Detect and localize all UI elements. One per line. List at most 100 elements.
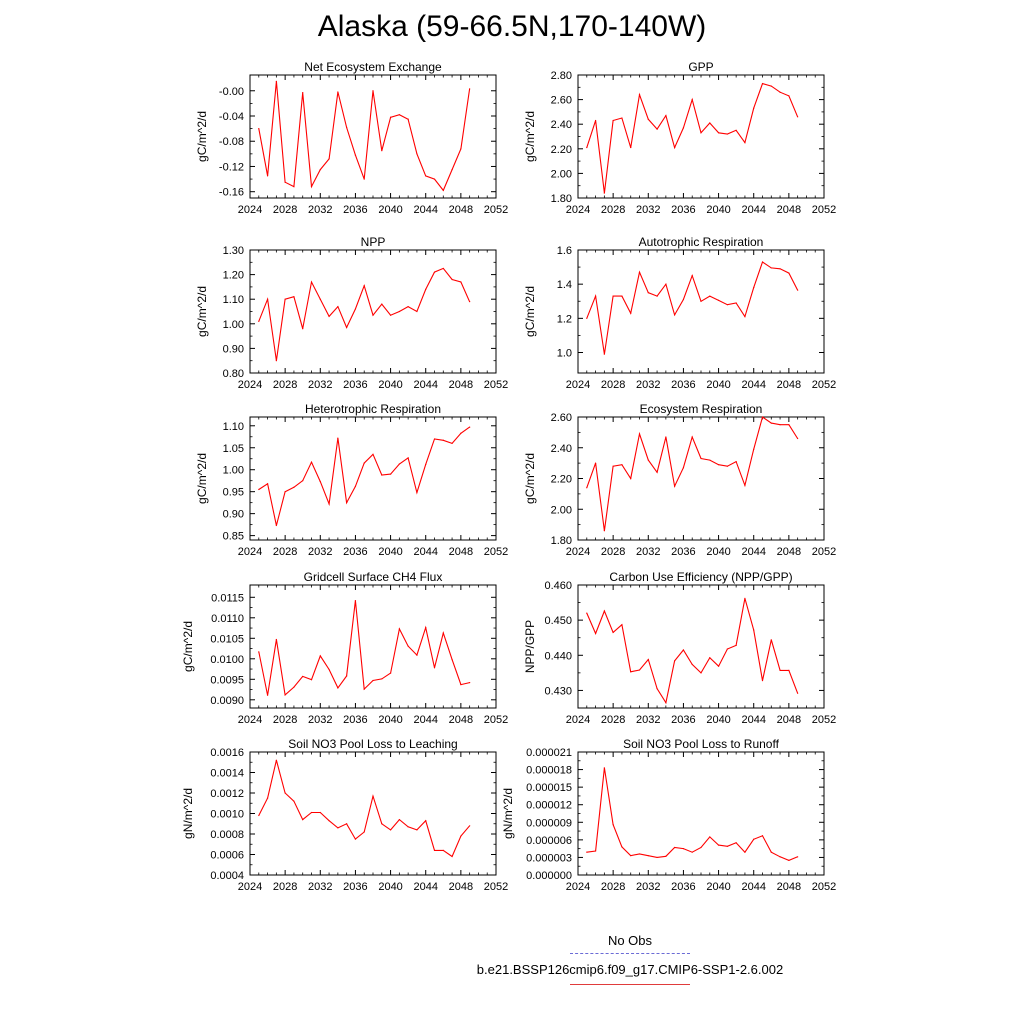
data-point bbox=[656, 856, 658, 859]
y-tick-label: 0.000000 bbox=[526, 870, 572, 882]
y-axis-label: gC/m^2/d bbox=[181, 621, 195, 672]
data-point bbox=[302, 328, 304, 330]
x-tick-label: 2040 bbox=[378, 714, 402, 726]
data-point bbox=[328, 668, 330, 671]
x-tick-label: 2040 bbox=[378, 546, 402, 558]
y-axis-label: gC/m^2/d bbox=[523, 453, 537, 504]
plot-frame bbox=[577, 74, 825, 199]
data-point bbox=[372, 795, 374, 797]
x-tick-label: 2032 bbox=[308, 379, 332, 391]
y-tick-label: 0.85 bbox=[223, 531, 244, 543]
data-point bbox=[788, 859, 790, 861]
data-point bbox=[682, 298, 685, 301]
plot-frame bbox=[577, 249, 825, 374]
chart-panel-2: GPP 2024 2028 2032 2036 2040 2044 2048 2052 1.80 2… bbox=[523, 60, 836, 216]
data-point bbox=[346, 823, 348, 825]
x-tick-label: 2040 bbox=[706, 714, 730, 726]
data-point bbox=[460, 281, 462, 283]
data-point bbox=[691, 275, 693, 277]
data-point bbox=[284, 491, 286, 493]
data-point bbox=[310, 811, 313, 814]
data-point bbox=[407, 645, 409, 647]
y-tick-label: 0.000006 bbox=[526, 835, 572, 847]
data-point bbox=[717, 844, 720, 846]
data-point bbox=[398, 628, 400, 630]
legend-model-line bbox=[570, 984, 690, 985]
x-tick-label: 2028 bbox=[601, 881, 625, 893]
y-tick-label: 1.00 bbox=[223, 465, 244, 477]
y-tick-label: 0.0095 bbox=[210, 674, 244, 686]
y-tick-label: 0.000015 bbox=[526, 782, 572, 794]
x-tick-label: 2036 bbox=[343, 714, 367, 726]
data-point bbox=[674, 314, 676, 316]
data-point bbox=[346, 326, 348, 329]
data-point bbox=[310, 679, 313, 681]
data-point bbox=[586, 612, 588, 614]
chart-panel-7: Gridcell Surface CH4 Flux 2024 2028 2032 203… bbox=[181, 570, 508, 726]
data-point bbox=[319, 298, 321, 300]
x-tick-label: 2048 bbox=[777, 714, 801, 726]
y-tick-label: -0.04 bbox=[219, 111, 244, 123]
y-tick-label: 0.90 bbox=[223, 343, 244, 355]
data-point bbox=[735, 302, 737, 304]
data-point bbox=[717, 132, 720, 134]
data-point bbox=[586, 487, 588, 489]
data-point bbox=[284, 181, 286, 183]
data-point bbox=[425, 820, 427, 822]
plot-frame bbox=[577, 416, 825, 541]
data-point bbox=[407, 305, 409, 308]
data-point bbox=[354, 154, 357, 156]
data-point bbox=[630, 146, 632, 149]
data-point bbox=[656, 471, 658, 473]
data-point bbox=[328, 503, 330, 505]
data-point bbox=[425, 463, 427, 466]
chart-title: Heterotrophic Respiration bbox=[305, 402, 441, 416]
plot-frame bbox=[249, 584, 497, 709]
data-point bbox=[337, 437, 339, 439]
chart-title: Autotrophic Respiration bbox=[639, 235, 764, 249]
x-tick-label: 2044 bbox=[741, 714, 765, 726]
data-point bbox=[372, 679, 374, 682]
data-point bbox=[451, 659, 453, 661]
data-point bbox=[398, 310, 400, 313]
data-point bbox=[665, 436, 667, 438]
plot-frame bbox=[577, 584, 825, 709]
data-point bbox=[398, 463, 400, 465]
data-point bbox=[266, 694, 269, 696]
data-point bbox=[469, 88, 471, 90]
data-point bbox=[691, 99, 693, 101]
data-point bbox=[647, 855, 649, 857]
data-point bbox=[469, 825, 471, 827]
data-point bbox=[656, 295, 658, 297]
data-point bbox=[770, 267, 772, 269]
data-point bbox=[433, 438, 436, 440]
data-point bbox=[363, 688, 365, 690]
y-tick-label: 0.0012 bbox=[210, 788, 244, 800]
data-point bbox=[630, 312, 632, 314]
x-tick-label: 2024 bbox=[238, 204, 262, 216]
data-point bbox=[691, 851, 693, 853]
chart-panel-9: Soil NO3 Pool Loss to Leaching 2024 2028 20… bbox=[181, 737, 508, 893]
data-point bbox=[337, 827, 339, 829]
data-point bbox=[603, 192, 605, 194]
data-point bbox=[346, 126, 348, 128]
data-point bbox=[770, 85, 772, 87]
y-tick-label: 1.80 bbox=[551, 193, 572, 205]
y-axis-label: gC/m^2/d bbox=[523, 286, 537, 337]
x-tick-label: 2052 bbox=[484, 881, 508, 893]
data-point bbox=[310, 186, 313, 188]
x-tick-label: 2024 bbox=[566, 379, 590, 391]
data-point bbox=[425, 627, 427, 629]
data-point bbox=[612, 119, 614, 122]
x-tick-label: 2048 bbox=[777, 204, 801, 216]
series-line bbox=[258, 267, 471, 361]
data-point bbox=[647, 459, 649, 461]
data-point bbox=[665, 114, 667, 117]
x-tick-label: 2048 bbox=[777, 881, 801, 893]
data-point bbox=[612, 631, 614, 634]
data-point bbox=[302, 92, 304, 94]
data-point bbox=[372, 314, 374, 316]
data-point bbox=[674, 485, 676, 487]
data-point bbox=[700, 132, 702, 134]
data-point bbox=[753, 286, 755, 289]
